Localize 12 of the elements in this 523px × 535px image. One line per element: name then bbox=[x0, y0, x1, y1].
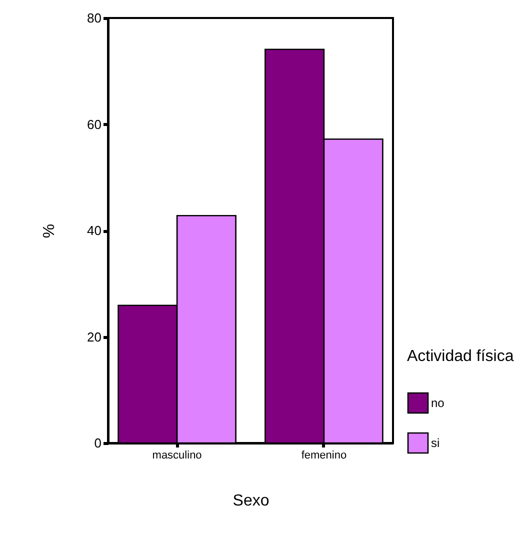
y-tick-label: 80 bbox=[87, 10, 102, 26]
x-axis-title: Sexo bbox=[232, 492, 270, 510]
y-tick-label: 60 bbox=[87, 116, 102, 132]
y-tick-label: 40 bbox=[87, 223, 102, 238]
y-tick-label: 0 bbox=[94, 436, 102, 450]
y-tick-label: 20 bbox=[87, 329, 102, 344]
legend-label: no bbox=[431, 396, 445, 410]
x-tick-label: masculino bbox=[152, 450, 202, 462]
legend-title: Actividad física bbox=[407, 348, 514, 365]
x-tick-label: femenino bbox=[301, 450, 347, 462]
legend-label: si bbox=[431, 436, 440, 450]
y-axis-title: % bbox=[41, 224, 58, 238]
